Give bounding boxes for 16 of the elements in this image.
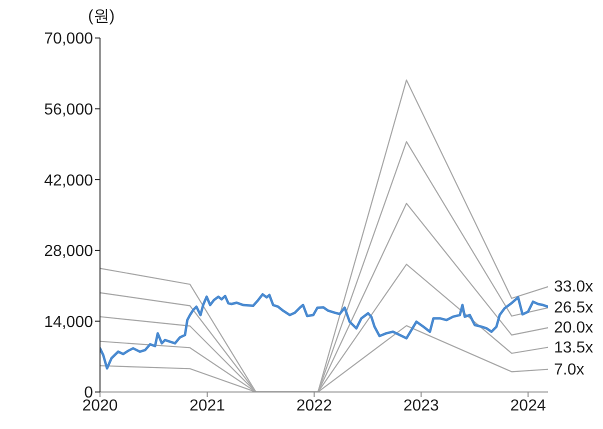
x-tick-label: 2021 bbox=[189, 397, 226, 414]
y-tick-label: 56,000 bbox=[44, 101, 94, 118]
series-label: 26.5x bbox=[554, 300, 594, 317]
x-tick-label: 2024 bbox=[510, 397, 546, 414]
series-label: 20.0x bbox=[554, 320, 594, 337]
line-series bbox=[100, 293, 548, 370]
y-tick-label: 28,000 bbox=[44, 243, 94, 260]
series-label: 7.0x bbox=[554, 361, 584, 378]
series-label: 13.5x bbox=[554, 339, 594, 356]
series-label: 33.0x bbox=[554, 278, 594, 296]
y-axis-title: (원) bbox=[88, 7, 115, 27]
y-tick-label: 70,000 bbox=[44, 30, 94, 48]
x-tick-label: 2023 bbox=[403, 397, 440, 414]
x-tick-label: 2022 bbox=[296, 397, 332, 414]
y-tick-label: 14,000 bbox=[44, 314, 94, 331]
y-tick-label: 42,000 bbox=[44, 172, 94, 190]
